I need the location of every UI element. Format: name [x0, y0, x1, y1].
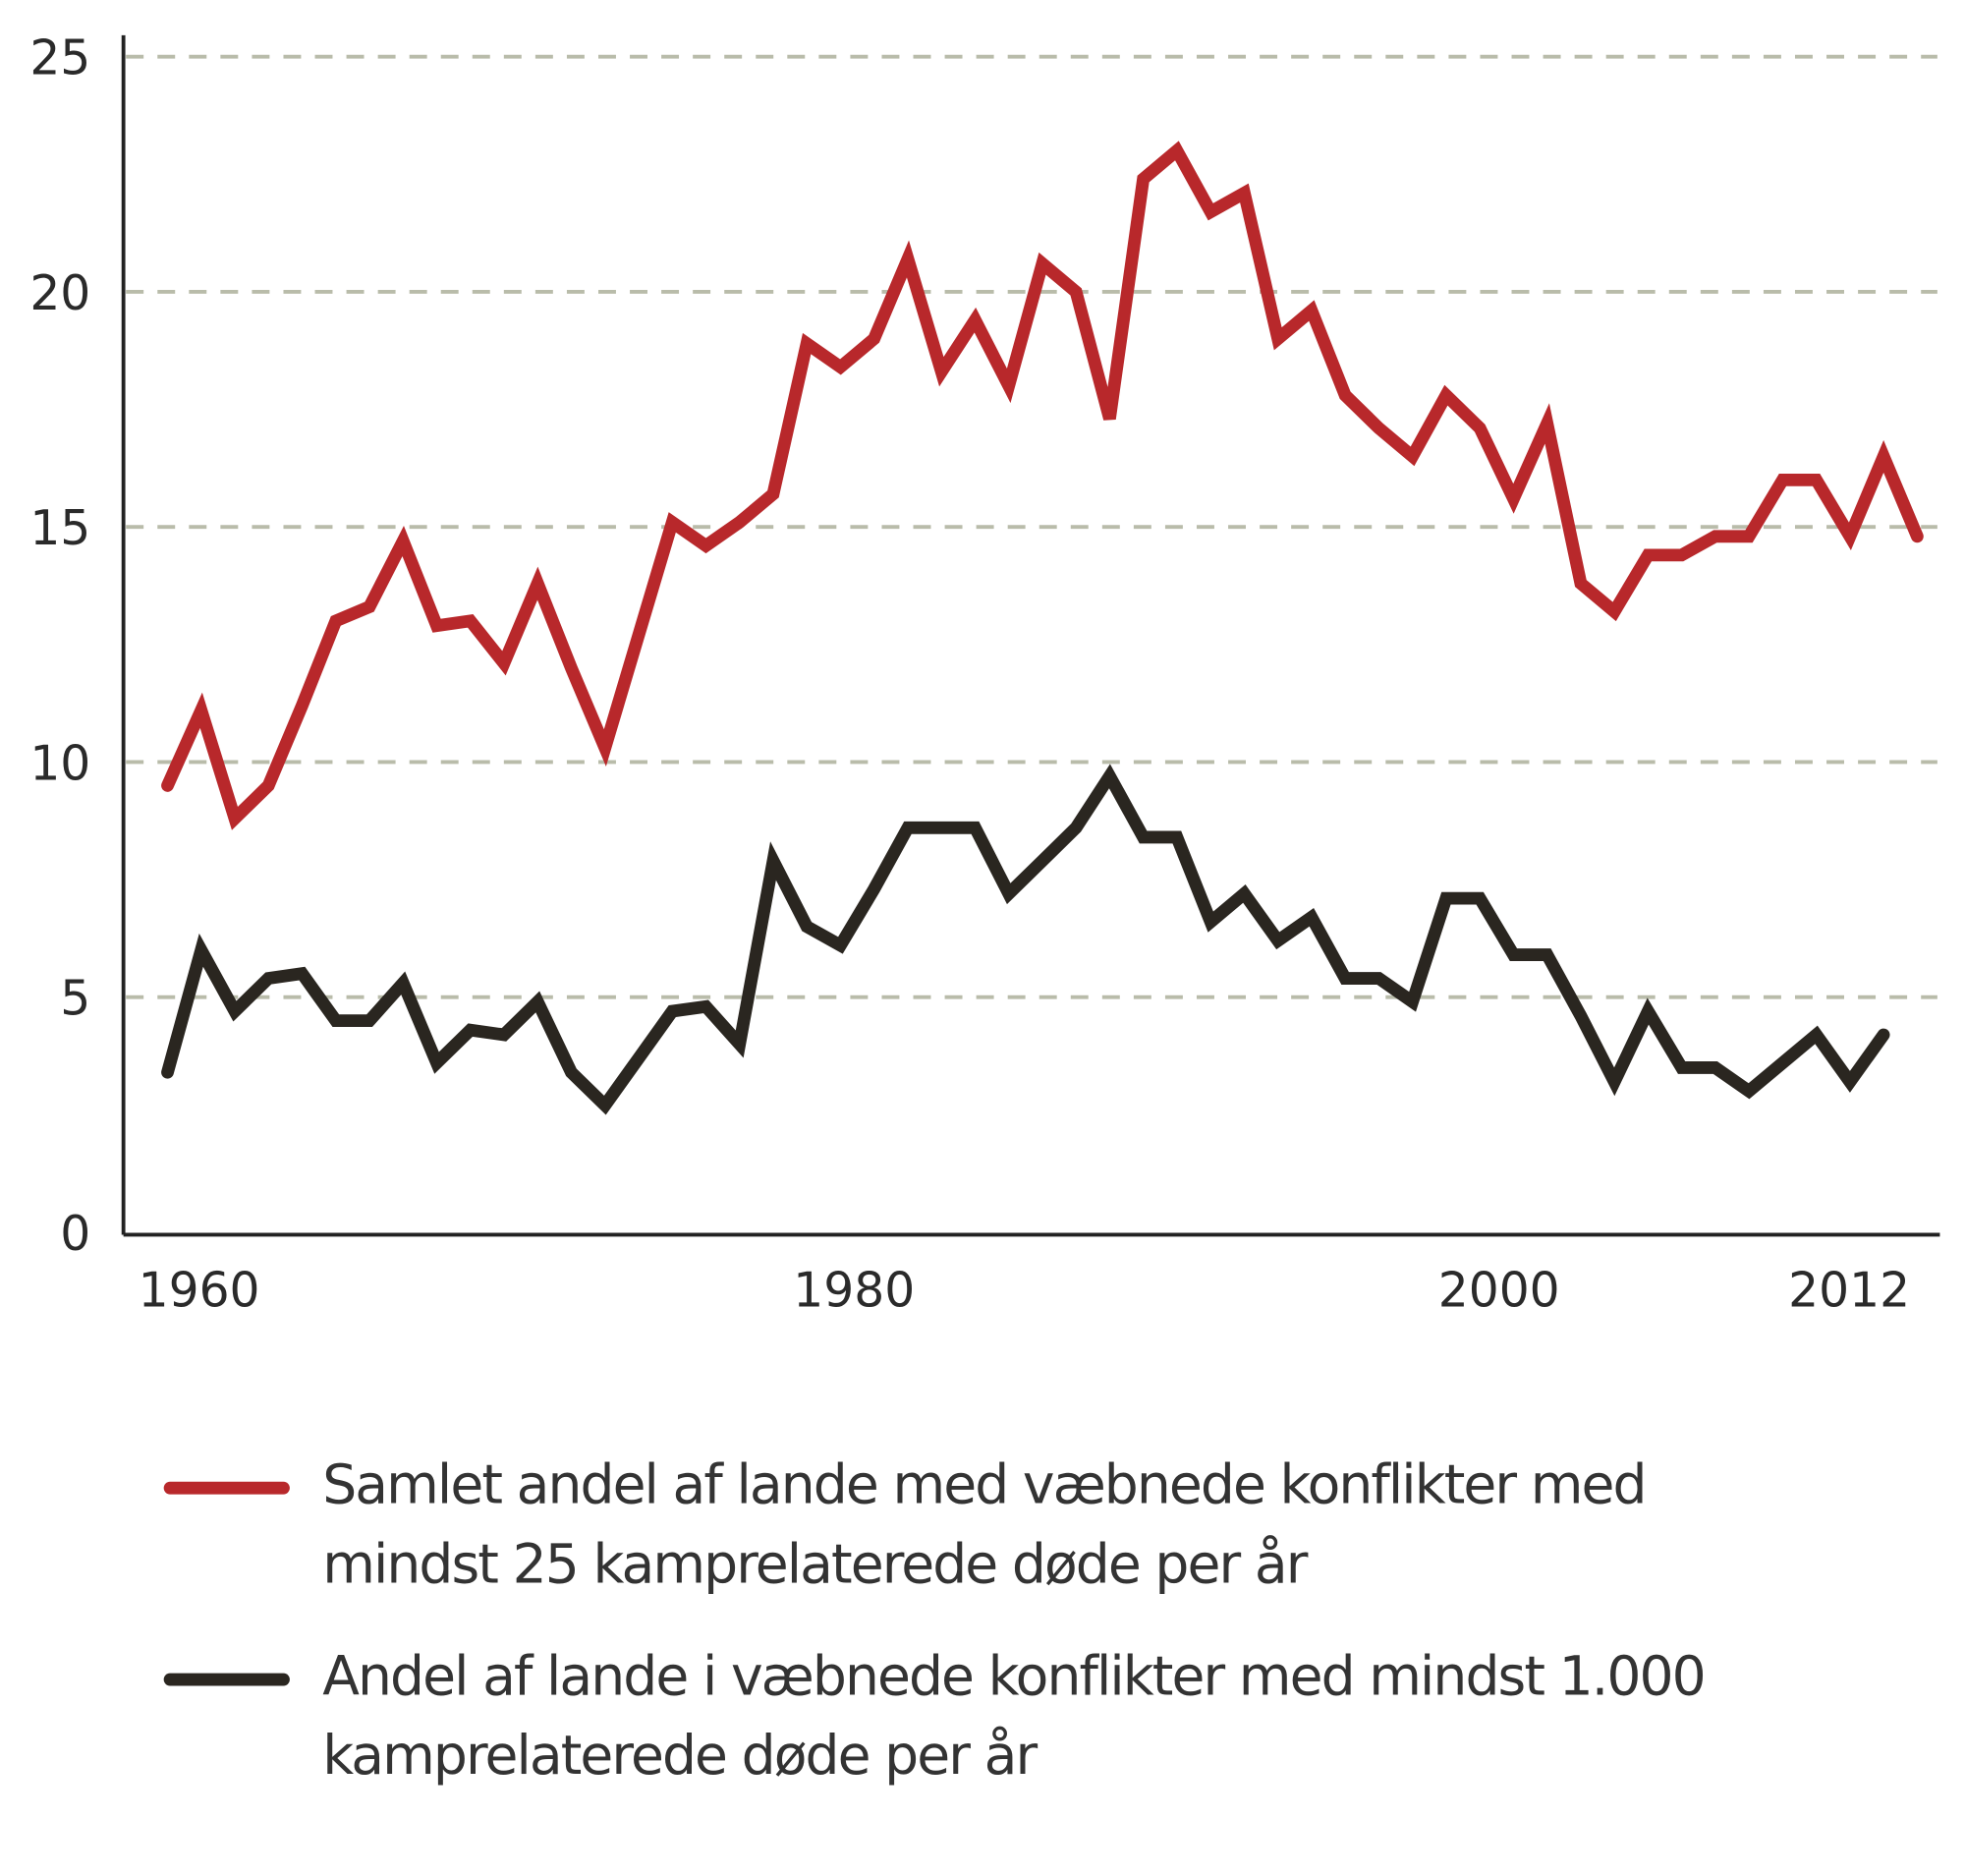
legend-label: Samlet andel af lande med væbnede konfli… — [322, 1447, 1884, 1606]
legend-label-line: Samlet andel af lande med væbnede konfli… — [322, 1453, 1647, 1517]
legend-label-line: Andel af lande i væbnede konflikter med … — [322, 1645, 1707, 1709]
x-tick-label: 1960 — [139, 1264, 260, 1319]
x-tick-label: 2012 — [1788, 1264, 1910, 1319]
legend-label: Andel af lande i væbnede konflikter med … — [322, 1638, 1884, 1797]
y-tick-label: 15 — [29, 501, 90, 556]
y-tick-label: 20 — [29, 266, 90, 321]
y-tick-label: 10 — [29, 736, 90, 791]
legend-label-line: kamprelaterede døde per år — [322, 1725, 1038, 1789]
legend-swatch-red — [163, 1481, 290, 1495]
y-tick-label: 0 — [60, 1207, 90, 1262]
legend-swatch-black — [163, 1673, 290, 1686]
series-line-black — [161, 764, 1890, 1115]
legend-item-red: Samlet andel af lande med væbnede konfli… — [163, 1447, 1884, 1606]
y-tick-label: 25 — [29, 31, 90, 86]
series-line-red — [161, 141, 1924, 830]
legend-label-line: mindst 25 kamprelaterede døde per år — [322, 1533, 1308, 1597]
x-tick-label: 1980 — [793, 1264, 915, 1319]
line-chart: 0 5 10 15 20 25 1960 1980 2000 2012 — [29, 31, 1940, 1319]
legend-item-black: Andel af lande i væbnede konflikter med … — [163, 1638, 1884, 1797]
x-tick-label: 2000 — [1438, 1264, 1560, 1319]
y-tick-label: 5 — [60, 972, 90, 1027]
